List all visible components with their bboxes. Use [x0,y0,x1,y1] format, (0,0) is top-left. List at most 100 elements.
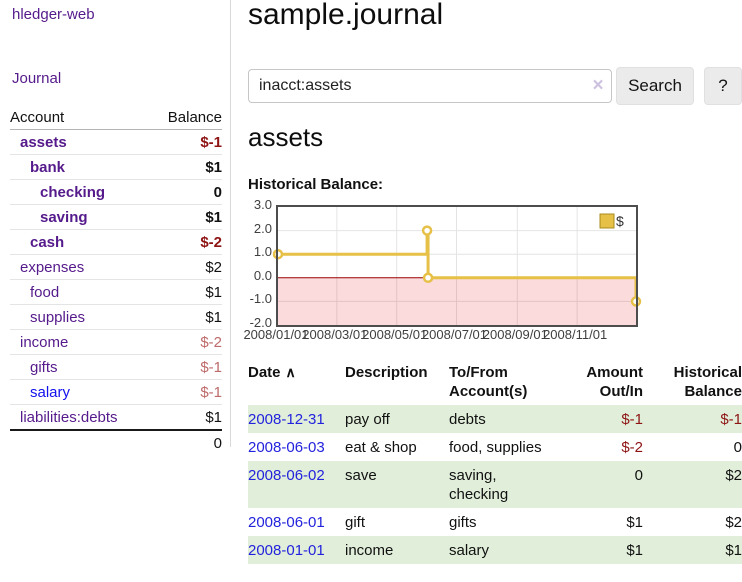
sidebar: hledger-web Journal Account Balance asse… [0,0,231,452]
chart-x-tick-label: 2008/01/01 [243,327,309,342]
chart-data-point[interactable] [421,225,433,236]
transaction-row: 2008-12-31 pay off debts $-1 $-1 [248,405,742,433]
transaction-balance-cell: $1 [643,536,742,564]
transaction-accounts-text: food, supplies [449,439,542,456]
transaction-date-link[interactable]: 2008-06-01 [248,514,325,531]
sidebar-account-balance: 0 [213,184,222,201]
legend-label: $ [616,213,624,229]
transaction-date-link[interactable]: 2008-01-01 [248,542,325,559]
transaction-row: 2008-01-01 income salary $1 $1 [248,536,742,564]
page-title: sample.journal [248,0,444,31]
sidebar-account-row: food $1 [10,280,222,305]
sidebar-account-link-saving[interactable]: saving [40,209,88,226]
clear-search-icon[interactable]: × [592,75,604,96]
transaction-accounts-text: salary [449,542,490,559]
chart-y-tick-label: 1.0 [253,244,272,260]
chart-negative-region [278,277,636,325]
chart-y-tick-label: -2.0 [249,315,272,330]
sidebar-account-link-cash[interactable]: cash [30,234,65,251]
register-header-description: Description [345,364,428,381]
sidebar-account-row: bank $1 [10,155,222,180]
sidebar-account-balance: $-1 [200,384,222,401]
chart-border [276,205,638,327]
transaction-date-cell: 2008-01-01 [248,536,345,564]
transaction-balance-cell: $2 [643,461,742,508]
sidebar-account-balance: $1 [205,159,222,176]
transaction-accounts-cell: debts [449,405,559,433]
search-button[interactable]: Search [616,67,694,105]
sidebar-account-link-bank[interactable]: bank [30,159,66,176]
help-button[interactable]: ? [704,67,742,105]
transaction-amount-cell: $-2 [621,439,643,456]
sidebar-account-balance: $-1 [200,134,222,151]
register-header-historical: Historical Balance [673,364,742,400]
register-table: Date ∧ Description To/From Account(s) Amount O… [248,360,742,564]
sidebar-account-link-supplies[interactable]: supplies [30,309,86,326]
accounts-total-row: 0 [10,431,222,456]
search-input[interactable] [248,69,612,103]
sidebar-account-link-liabilities-debts[interactable]: liabilities:debts [20,409,118,426]
account-heading: assets [248,122,324,152]
sidebar-account-balance: $-1 [200,359,222,376]
chart-y-tick-label: 0.0 [253,267,272,283]
transaction-amount-cell: 0 [559,461,643,508]
sidebar-account-link-income[interactable]: income [20,334,69,351]
sidebar-account-link-salary[interactable]: salary [30,384,71,401]
transaction-date-link[interactable]: 2008-06-03 [248,439,325,456]
transaction-balance-cell: 0 [733,439,742,456]
transaction-description-cell: pay off [345,405,449,433]
sidebar-account-balance: $2 [205,259,222,276]
transaction-accounts-cell: gifts [449,508,559,536]
sidebar-item-journal[interactable]: Journal [12,70,62,87]
sidebar-account-link-food[interactable]: food [30,284,60,301]
transaction-accounts-cell: saving, checking [449,461,559,508]
chart-x-tick-label: 2008/03/01 [302,327,368,342]
transaction-date-link[interactable]: 2008-12-31 [248,411,325,428]
sidebar-account-link-expenses[interactable]: expenses [20,259,85,276]
transaction-date-cell: 2008-06-02 [248,461,345,508]
accounts-table: Account Balance assets $-1 bank $1 checking 0… [10,106,222,456]
chart-x-tick-label: 2008/09/01 [482,327,548,342]
chart-data-point[interactable] [422,272,434,284]
sidebar-account-row: checking 0 [10,180,222,205]
sidebar-account-balance: $1 [205,309,222,326]
chart-y-tick-label: -1.0 [249,291,272,307]
sidebar-account-balance: $1 [205,409,222,426]
sidebar-account-row: income $-2 [10,330,222,355]
accounts-header-balance: Balance [167,109,222,126]
transaction-description-cell: gift [345,514,366,531]
transaction-amount-cell: $1 [559,536,643,564]
sort-ascending-icon[interactable]: ∧ [285,364,296,380]
sidebar-account-link-checking[interactable]: checking [40,184,106,201]
transaction-amount-cell: $1 [626,514,643,531]
chart-y-tick-label: 2.0 [253,220,272,236]
sidebar-account-row: cash $-2 [10,230,222,255]
sidebar-account-balance: $-2 [200,234,222,251]
transaction-accounts-text: debts [449,411,486,428]
transaction-date-cell: 2008-06-01 [248,508,345,536]
transaction-amount-cell: $-1 [559,405,643,433]
chart-x-tick-label: 2008/11/01 [543,327,608,342]
brand-link[interactable]: hledger-web [12,6,95,23]
sidebar-account-link-assets[interactable]: assets [20,134,67,151]
transaction-row: 2008-06-03 eat & shop food, supplies $-2 0 [248,433,742,461]
sidebar-account-link-gifts[interactable]: gifts [30,359,58,376]
transaction-date-link[interactable]: 2008-06-02 [248,467,325,484]
accounts-header-account: Account [10,109,65,126]
transaction-date-cell: 2008-06-03 [248,433,345,461]
register-header-amount: Amount Out/In [586,364,643,400]
sidebar-account-balance: $1 [205,209,222,226]
sidebar-account-row: gifts $-1 [10,355,222,380]
register-header-date[interactable]: Date ∧ [248,364,296,381]
sidebar-account-row: supplies $1 [10,305,222,330]
sidebar-account-rows: assets $-1 bank $1 checking 0 saving $1 cash $-2 e… [10,130,222,431]
chart-x-tick-label: 2008/05/01 [362,327,428,342]
chart-plot-area: $ [272,205,642,327]
transaction-accounts-text: saving, checking [449,467,509,503]
main-content: sample.journal × Search ? assets Histori… [243,0,742,582]
register-body: 2008-12-31 pay off debts $-1 $-1 2008-06-03 ea… [248,405,742,564]
transaction-accounts-cell: salary [449,536,559,564]
sidebar-account-row: liabilities:debts $1 [10,405,222,431]
accounts-table-header: Account Balance [10,106,222,130]
chart-x-tick-label: 2008/07/01 [421,327,488,342]
